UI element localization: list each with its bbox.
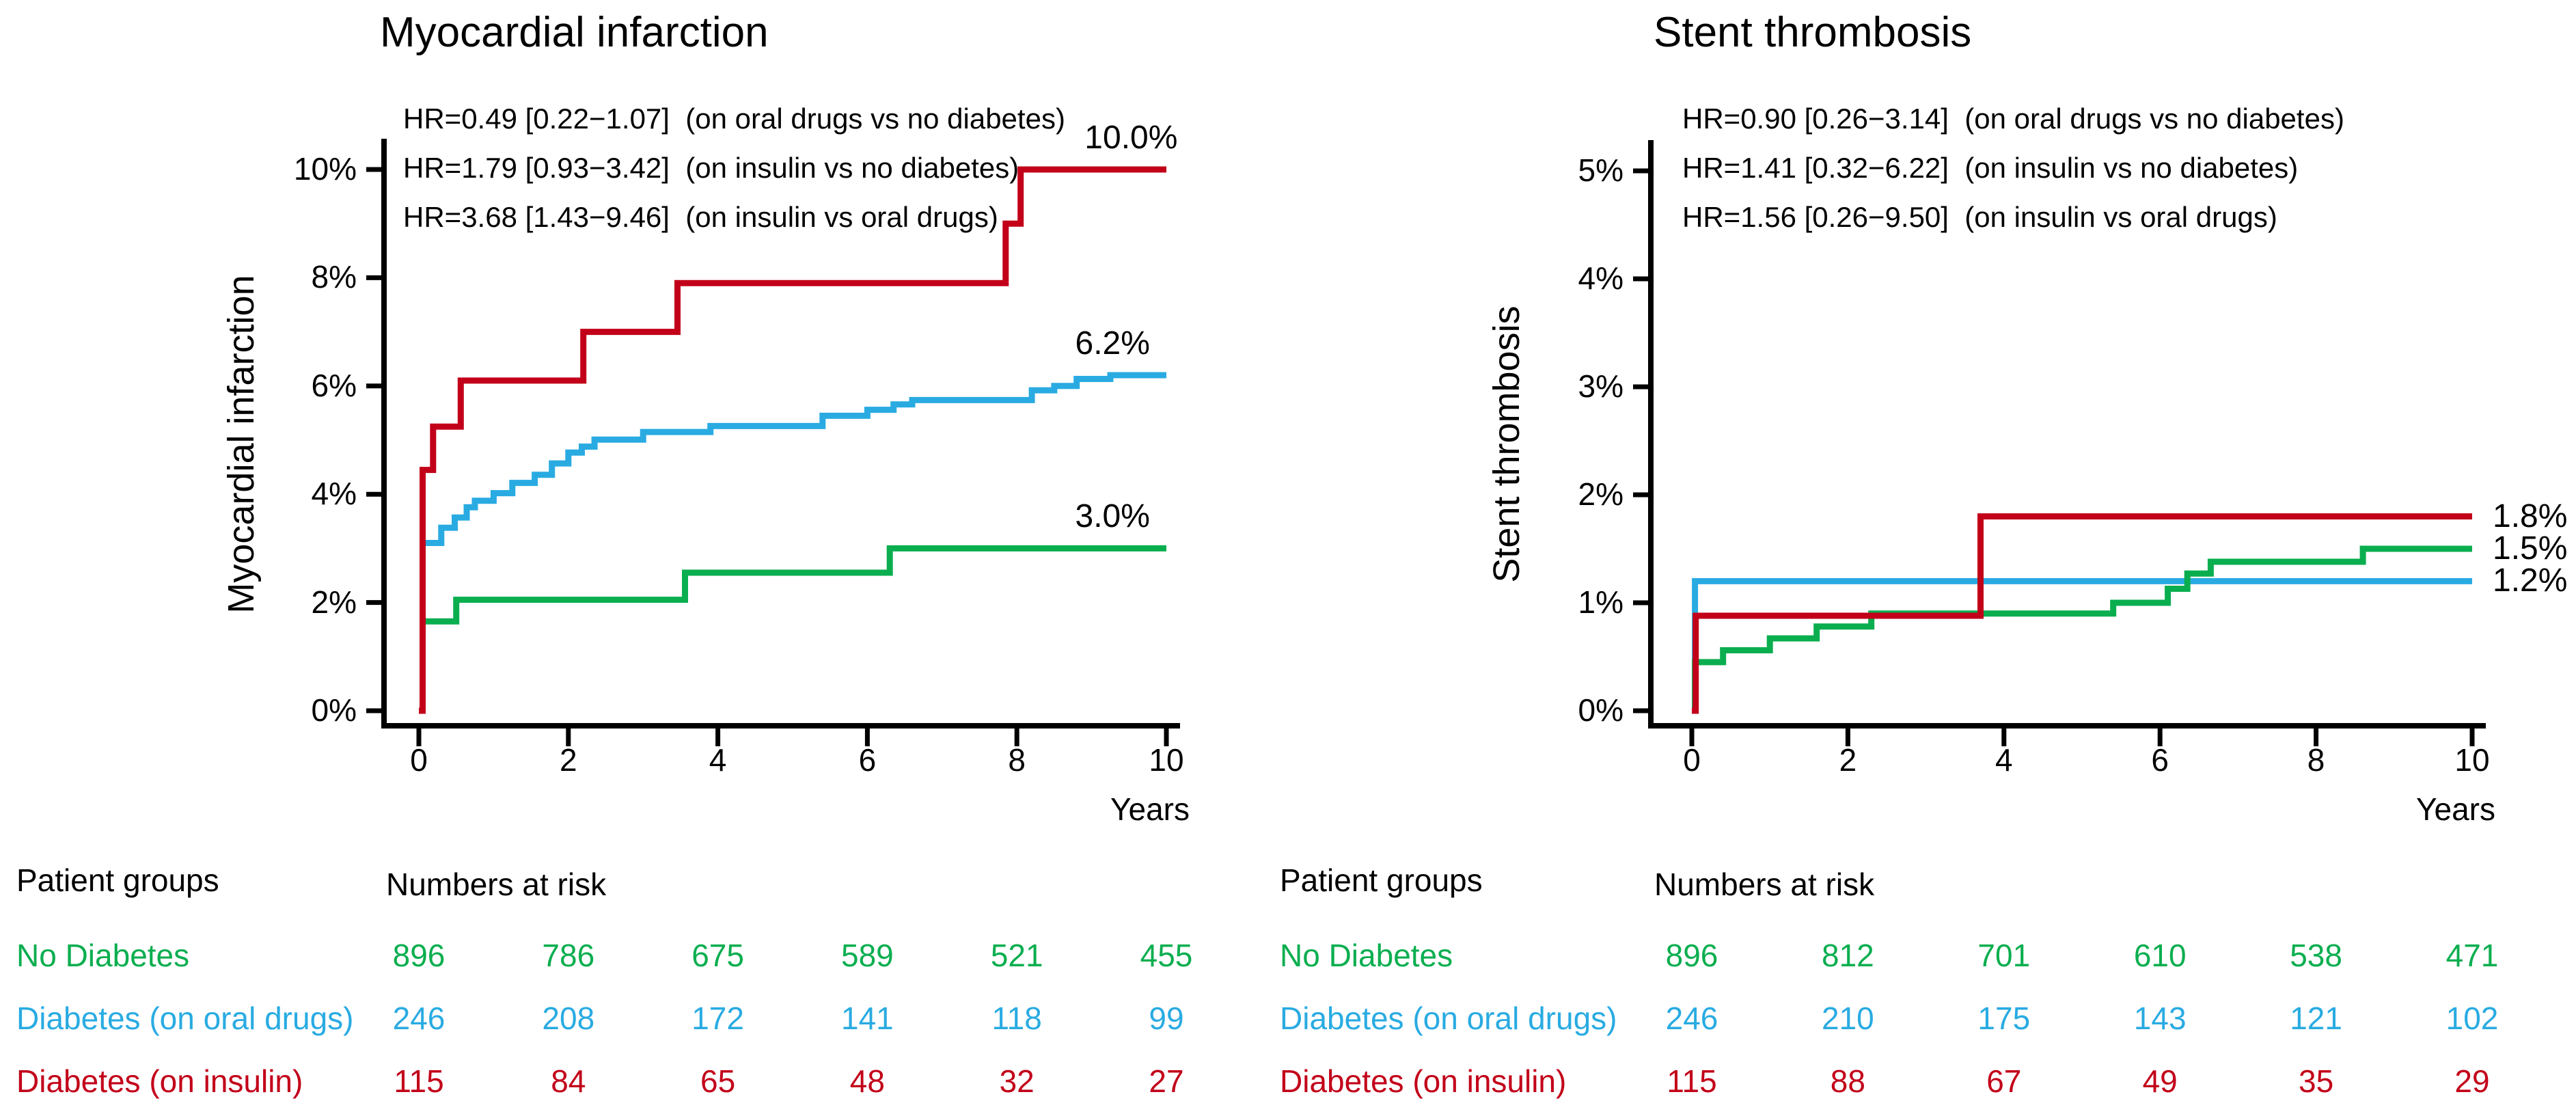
endpoint-label: 1.2% [2493, 562, 2568, 599]
risk-value: 589 [841, 938, 894, 973]
y-tick-label: 2% [1578, 476, 1623, 512]
x-axis-title: Years [1110, 791, 1190, 827]
risk-value: 246 [392, 1001, 446, 1036]
risk-value: 49 [2142, 1063, 2178, 1099]
x-tick-label: 6 [2151, 742, 2169, 778]
risk-value: 610 [2133, 938, 2187, 973]
risk-value: 175 [1977, 1001, 2031, 1036]
endpoint-label: 6.2% [1075, 325, 1150, 362]
chart-title: Stent thrombosis [1654, 9, 1972, 56]
series-line-no_diabetes [419, 545, 1166, 714]
hr-annotation: HR=1.56 [0.26−9.50] (on insulin vs oral … [1682, 201, 2277, 233]
risk-row-label: No Diabetes [16, 938, 190, 973]
risk-value: 812 [1822, 938, 1874, 973]
numbers-at-risk-header: Numbers at risk [386, 867, 607, 902]
x-tick-label: 0 [1683, 742, 1701, 778]
x-tick-label: 4 [709, 742, 727, 778]
y-tick-label: 4% [1578, 260, 1623, 296]
patient-groups-header: Patient groups [1280, 862, 1483, 898]
risk-value: 118 [991, 1001, 1042, 1036]
risk-value: 701 [1977, 938, 2031, 973]
hr-annotation: HR=1.41 [0.32−6.22] (on insulin vs no di… [1682, 152, 2299, 184]
y-tick-label: 6% [311, 367, 357, 403]
series-line-oral [419, 372, 1166, 714]
series-line-no_diabetes [1692, 545, 2472, 714]
series-line-oral [1692, 577, 2472, 714]
risk-value: 246 [1665, 1001, 1718, 1036]
risk-value: 115 [394, 1063, 444, 1099]
risk-row-label: No Diabetes [1280, 938, 1453, 973]
risk-value: 208 [542, 1001, 595, 1036]
endpoint-label: 1.5% [2493, 530, 2568, 567]
y-tick-label: 8% [311, 259, 357, 295]
risk-value: 29 [2454, 1063, 2490, 1099]
risk-value: 88 [1830, 1063, 1865, 1099]
hr-annotation: HR=1.79 [0.93−3.42] (on insulin vs no di… [403, 152, 1019, 184]
y-tick-label: 2% [311, 584, 357, 620]
risk-value: 455 [1140, 938, 1193, 973]
series-line-insulin [1692, 513, 2472, 714]
risk-value: 896 [1665, 938, 1718, 973]
y-tick-label: 3% [1578, 368, 1623, 404]
risk-value: 538 [2290, 938, 2342, 973]
x-tick-label: 0 [410, 742, 428, 778]
x-axis-title: Years [2416, 791, 2495, 827]
risk-value: 121 [2290, 1001, 2342, 1036]
risk-value: 471 [2445, 938, 2499, 973]
endpoint-label: 3.0% [1075, 498, 1150, 535]
chart-title: Myocardial infarction [380, 9, 769, 56]
y-tick-label: 4% [311, 476, 357, 512]
x-tick-label: 10 [2454, 742, 2490, 778]
x-tick-label: 8 [2307, 742, 2325, 778]
risk-value: 521 [990, 938, 1043, 973]
risk-value: 786 [542, 938, 595, 973]
risk-value: 32 [999, 1063, 1034, 1099]
risk-value: 896 [392, 938, 446, 973]
y-tick-label: 5% [1578, 152, 1623, 188]
x-tick-label: 2 [1839, 742, 1857, 778]
risk-value: 27 [1149, 1063, 1184, 1099]
risk-value: 48 [849, 1063, 885, 1099]
y-tick-label: 1% [1578, 584, 1623, 620]
y-tick-label: 0% [311, 692, 357, 728]
x-tick-label: 2 [560, 742, 577, 778]
risk-value: 102 [2445, 1001, 2499, 1036]
risk-value: 141 [841, 1001, 894, 1036]
series-line-insulin [419, 166, 1166, 714]
patient-groups-header: Patient groups [16, 862, 219, 898]
risk-row-label: Diabetes (on insulin) [1280, 1063, 1567, 1099]
endpoint-label: 1.8% [2493, 498, 2568, 534]
risk-value: 84 [551, 1063, 586, 1099]
hr-annotation: HR=0.90 [0.26−3.14] (on oral drugs vs no… [1682, 103, 2344, 135]
y-tick-label: 0% [1578, 692, 1623, 728]
risk-value: 35 [2299, 1063, 2334, 1099]
y-tick-label: 10% [293, 151, 357, 187]
risk-row-label: Diabetes (on oral drugs) [16, 1001, 354, 1036]
y-axis-title: Stent thrombosis [1485, 305, 1527, 583]
numbers-at-risk-header: Numbers at risk [1654, 867, 1875, 902]
x-tick-label: 4 [1995, 742, 2013, 778]
y-axis-title: Myocardial infarction [220, 275, 262, 614]
endpoint-label: 10.0% [1084, 120, 1178, 156]
hr-annotation: HR=0.49 [0.22−1.07] (on oral drugs vs no… [403, 103, 1065, 135]
x-tick-label: 6 [858, 742, 877, 778]
risk-row-label: Diabetes (on insulin) [16, 1063, 303, 1099]
risk-row-label: Diabetes (on oral drugs) [1280, 1001, 1617, 1036]
x-tick-label: 10 [1149, 742, 1184, 778]
risk-value: 99 [1149, 1001, 1184, 1036]
risk-value: 210 [1822, 1001, 1874, 1036]
x-tick-label: 8 [1008, 742, 1026, 778]
risk-value: 172 [691, 1001, 744, 1036]
risk-value: 675 [691, 938, 744, 973]
risk-value: 115 [1667, 1063, 1717, 1099]
risk-value: 67 [1986, 1063, 2022, 1099]
risk-value: 143 [2133, 1001, 2187, 1036]
risk-value: 65 [700, 1063, 736, 1099]
hr-annotation: HR=3.68 [1.43−9.46] (on insulin vs oral … [403, 201, 998, 233]
